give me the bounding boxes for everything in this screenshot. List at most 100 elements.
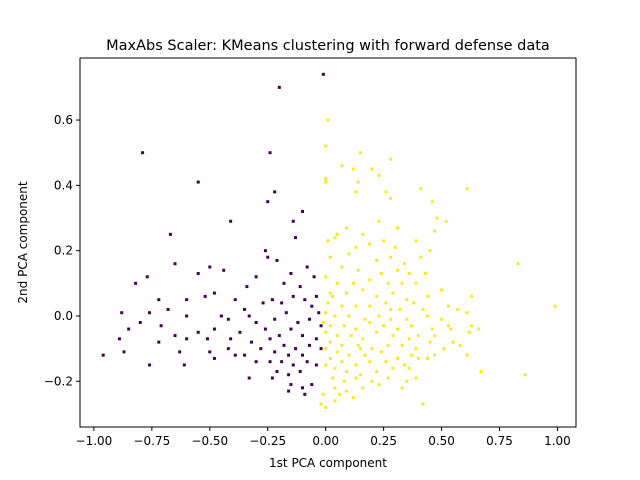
scatter-point	[347, 353, 351, 357]
scatter-point	[243, 353, 247, 357]
scatter-point	[338, 392, 342, 396]
scatter-point	[396, 327, 400, 331]
scatter-point	[310, 383, 314, 387]
scatter-point	[301, 386, 304, 390]
scatter-point	[396, 268, 400, 272]
scatter-point	[266, 255, 270, 259]
scatter-point	[349, 334, 353, 338]
scatter-point	[409, 324, 413, 328]
scatter-point	[389, 317, 393, 321]
scatter-point	[444, 219, 448, 223]
scatter-point	[363, 317, 367, 321]
scatter-point	[261, 301, 265, 305]
scatter-point	[340, 343, 344, 347]
scatter-point	[280, 360, 284, 364]
scatter-point	[287, 373, 291, 377]
scatter-point	[361, 288, 365, 292]
scatter-point	[310, 304, 314, 308]
scatter-point	[335, 334, 339, 338]
scatter-point	[477, 327, 481, 331]
scatter-point	[247, 376, 251, 380]
scatter-point	[447, 304, 451, 308]
scatter-point	[134, 281, 138, 285]
scatter-point	[352, 281, 355, 285]
scatter-point	[423, 272, 427, 276]
x-tick-label: −0.50	[191, 434, 228, 448]
scatter-point	[303, 298, 307, 302]
y-tick-label: 0.4	[54, 178, 73, 192]
scatter-point	[196, 330, 200, 334]
scatter-point	[358, 347, 362, 351]
scatter-point	[375, 369, 379, 373]
scatter-point	[375, 294, 379, 298]
scatter-point	[301, 334, 304, 338]
scatter-point	[352, 396, 355, 400]
scatter-point	[289, 272, 293, 276]
scatter-point	[203, 294, 207, 298]
scatter-point	[335, 232, 339, 236]
scatter-point	[270, 298, 274, 302]
scatter-point	[340, 360, 344, 364]
scatter-point	[345, 389, 349, 393]
scatter-point	[368, 278, 372, 282]
scatter-point	[347, 314, 351, 318]
scatter-point	[287, 389, 291, 393]
scatter-point	[356, 180, 360, 184]
scatter-point	[159, 324, 163, 328]
x-axis-label: 1st PCA component	[269, 456, 387, 470]
scatter-point	[363, 353, 367, 357]
scatter-point	[414, 376, 418, 380]
scatter-point	[368, 242, 372, 246]
scatter-point	[433, 229, 437, 233]
scatter-point	[430, 327, 434, 331]
scatter-point	[389, 196, 393, 200]
scatter-point	[328, 324, 332, 328]
scatter-point	[141, 151, 145, 155]
scatter-point	[196, 180, 200, 184]
scatter-point	[335, 350, 339, 354]
scatter-point	[307, 317, 311, 321]
scatter-point	[173, 334, 177, 338]
scatter-point	[354, 363, 358, 367]
scatter-point	[447, 324, 451, 328]
scatter-point	[333, 366, 337, 370]
scatter-point	[384, 360, 388, 364]
scatter-point	[414, 347, 418, 351]
x-tick-label: −0.75	[133, 434, 170, 448]
scatter-point	[384, 190, 388, 194]
scatter-point	[208, 265, 212, 269]
scatter-point	[185, 337, 189, 341]
scatter-point	[289, 327, 293, 331]
scatter-point	[400, 343, 404, 347]
scatter-point	[157, 298, 161, 302]
scatter-point	[319, 347, 323, 351]
scatter-point	[254, 360, 258, 364]
scatter-point	[182, 363, 186, 367]
scatter-point	[421, 402, 425, 406]
scatter-point	[465, 311, 469, 315]
scatter-point	[428, 340, 432, 344]
scatter-point	[389, 255, 393, 259]
scatter-point	[426, 294, 430, 298]
scatter-point	[470, 324, 474, 328]
scatter-point	[324, 405, 328, 409]
scatter-point	[226, 317, 230, 321]
scatter-point	[361, 337, 365, 341]
scatter-point	[321, 392, 325, 396]
scatter-point	[324, 330, 328, 334]
scatter-point	[233, 298, 237, 302]
scatter-point	[173, 262, 177, 266]
scatter-point	[435, 216, 439, 220]
scatter-point	[319, 324, 323, 328]
scatter-point	[273, 350, 277, 354]
scatter-point	[419, 255, 423, 259]
scatter-point	[379, 272, 383, 276]
scatter-point	[324, 180, 328, 184]
scatter-point	[219, 314, 223, 318]
x-tick-label: 1.00	[544, 434, 571, 448]
scatter-point	[254, 275, 258, 279]
scatter-point	[324, 363, 328, 367]
scatter-point	[368, 321, 372, 324]
scatter-point	[358, 373, 362, 377]
scatter-point	[138, 321, 142, 324]
